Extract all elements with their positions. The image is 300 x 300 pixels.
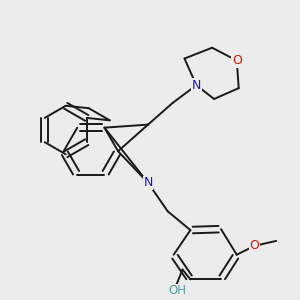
Text: O: O	[232, 54, 242, 67]
Text: OH: OH	[169, 284, 187, 297]
Text: N: N	[143, 176, 153, 189]
Text: O: O	[250, 239, 260, 252]
Text: N: N	[192, 79, 201, 92]
